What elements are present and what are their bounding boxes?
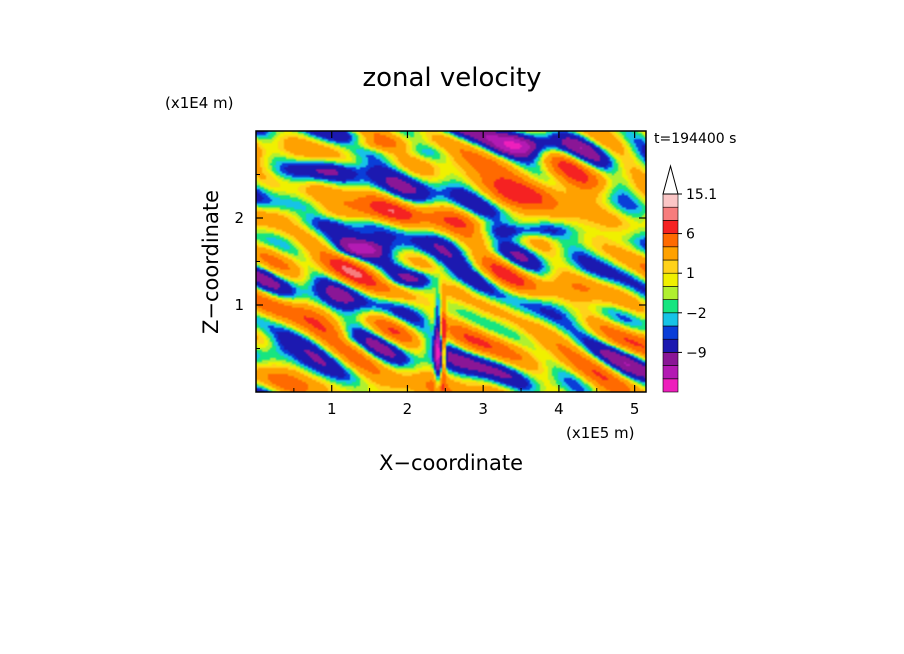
time-label: t=194400 s — [654, 131, 736, 147]
y-tick-label: 1 — [234, 296, 244, 314]
y-axis-label: Z−coordinate — [199, 190, 223, 334]
colorbar: 15.1 6 1 −2 −9 — [662, 164, 717, 393]
x-tick-label: 3 — [478, 400, 488, 418]
x-unit-label: (x1E5 m) — [566, 424, 635, 442]
colorbar-swatch — [662, 352, 679, 366]
colorbar-swatch — [662, 193, 679, 208]
colorbar-label: −2 — [686, 306, 707, 322]
colorbar-swatch — [662, 338, 679, 353]
colorbar-swatch — [662, 259, 679, 274]
colorbar-swatch — [662, 325, 679, 340]
heatmap-field — [256, 131, 646, 392]
y-unit-label: (x1E4 m) — [165, 94, 234, 112]
plot-area — [255, 130, 647, 393]
colorbar-extend-arrow — [662, 164, 679, 195]
colorbar-label: 1 — [686, 266, 695, 282]
x-tick-label: 5 — [630, 400, 640, 418]
colorbar-swatch — [662, 206, 679, 221]
y-axis-ticks: 12 — [234, 174, 646, 349]
colorbar-swatch — [662, 365, 679, 380]
colorbar-swatch — [662, 272, 679, 287]
colorbar-swatch — [662, 299, 679, 314]
x-tick-label: 2 — [403, 400, 413, 418]
x-axis-label: X−coordinate — [379, 451, 523, 475]
y-tick-label: 2 — [234, 209, 244, 227]
colorbar-label: −9 — [686, 345, 707, 361]
chart-title: zonal velocity — [362, 63, 541, 93]
colorbar-swatch — [662, 233, 679, 248]
colorbar-swatch — [662, 312, 679, 327]
colorbar-swatch — [662, 378, 679, 393]
x-tick-label: 4 — [554, 400, 564, 418]
colorbar-label: 6 — [686, 227, 695, 243]
x-tick-label: 1 — [327, 400, 337, 418]
colorbar-swatch — [662, 220, 679, 234]
colorbar-swatch — [662, 246, 679, 261]
x-axis-ticks: 1 2 3 4 5 — [293, 131, 640, 418]
colorbar-label: 15.1 — [686, 187, 717, 203]
colorbar-swatch — [662, 286, 679, 300]
